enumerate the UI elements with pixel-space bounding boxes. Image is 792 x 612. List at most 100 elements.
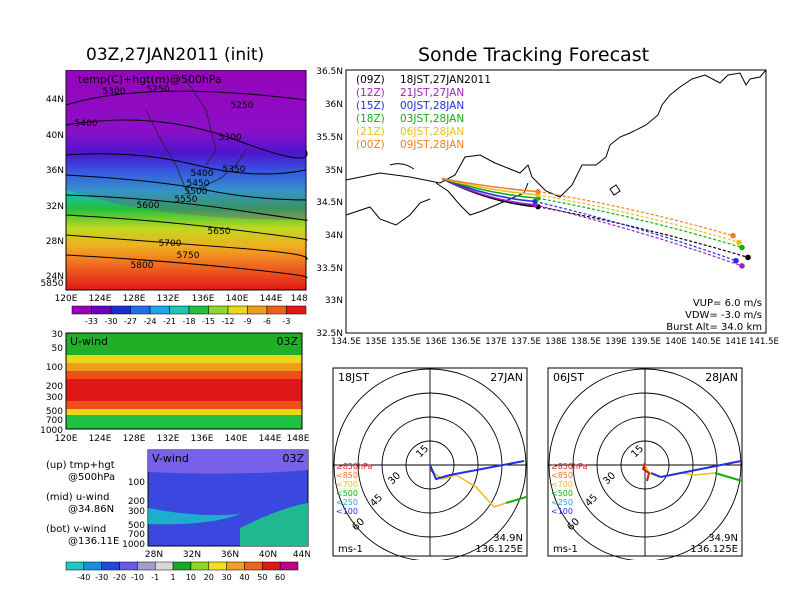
lat-tick: 36N [46,166,64,176]
colorbar-swatch [279,561,299,571]
colorbar-swatch [266,305,287,315]
hodo-date: 27JAN [490,371,523,384]
temp-height-map: 5300 5250 5250 5400 5300 5350 5400 5450 … [41,70,308,326]
colorbar-swatch [208,305,229,315]
colorbar-swatch [83,561,102,571]
lat-tick: 33N [325,296,343,306]
param-burst: Burst Alt= 34.0 km [666,322,762,333]
map-label: temp(C)+hgt(m)@500hPa [78,73,222,86]
colorbar-label: -30 [95,573,108,582]
colorbar-label: 1 [171,573,176,582]
lon-tick: 139E [605,337,627,347]
legend-entry: 18JST,27JAN2011 [400,74,491,86]
hodo-time: 18JST [338,371,369,384]
u-ytick: 300 [46,393,63,403]
contour-label: 5350 [223,165,246,175]
descent-track [537,194,740,243]
u-ytick: 100 [46,363,63,373]
contour-label: 5750 [177,251,200,261]
wind-colorbar: -40 -30 -20 -10 -1 1 10 20 30 40 50 60 [65,561,299,582]
v-wind-label: V-wind [152,452,189,465]
lon-tick: 148E [291,294,308,304]
lat-tick: 32.5N [316,329,343,339]
lon-tick: 135.5E [391,337,421,347]
colorbar-swatch [247,305,268,315]
u-xtick: 144E [259,434,282,444]
colorbar-swatch [208,561,227,571]
colorbar-label: -10 [131,573,144,582]
descent-track [534,200,737,262]
level-label: ≥850hPa [551,462,588,471]
hodo-lon: 136.125E [690,544,738,555]
lat-tick: 40N [46,131,64,141]
hodo-lat: 34.9N [493,533,523,544]
contour-label: 5650 [208,227,231,237]
v-ytick: 500 [128,521,145,531]
colorbar-swatch [65,561,85,571]
lon-tick: 120E [55,294,78,304]
lon-tick: 135E [365,337,387,347]
lat-tick: 35N [325,166,343,176]
lat-tick: 36N [325,100,343,110]
hodograph-1: 15 30 45 60 18JST 27JAN ≥850hPa <850 <70… [332,367,528,560]
lon-tick: 138.5E [571,337,601,347]
landing-point [745,254,751,261]
contour-label: 5500 [185,187,208,197]
u-xtick: 120E [55,434,78,444]
lat-tick: 44N [46,95,64,105]
lon-tick: 140E [226,294,249,304]
note: (mid) u-wind [46,492,110,503]
colorbar-label: -3 [283,317,291,326]
lat-tick: 34N [325,231,343,241]
u-xtick: 136E [191,434,214,444]
colorbar-label: 50 [257,573,267,582]
lon-tick: 141.5E [749,337,779,347]
colorbar-label: -20 [113,573,126,582]
legend-code: (21Z) [356,126,385,138]
track-map: 36.5N 36N 35.5N 35N 34.5N 34N 33.5N 33N … [316,67,779,347]
colorbar-swatch [119,561,138,571]
level-label: <700 [336,480,358,489]
v-ytick: 1000 [122,540,145,550]
u-wind-time: 03Z [276,335,298,348]
colorbar-label: -12 [221,317,234,326]
colorbar-swatch [190,561,210,571]
lon-tick: 128E [123,294,146,304]
contour-label: 5800 [131,261,154,271]
hodo-unit: ms-1 [338,544,363,555]
v-xtick: 28N [145,550,163,560]
legend-entry: 21JST,27JAN [400,87,464,99]
legend-code: (00Z) [356,139,385,151]
colorbar-label: 20 [204,573,214,582]
v-ytick: 700 [128,530,145,540]
lat-tick: 33.5N [316,264,343,274]
colorbar-label: -18 [182,317,195,326]
colorbar-label: -40 [77,573,90,582]
left-title: 03Z,27JAN2011 (init) [86,45,265,65]
panel-notes: (up) tmp+hgt @500hPa (mid) u-wind @34.86… [46,460,119,548]
v-wind-time: 03Z [282,452,304,465]
param-vdw: VDW= -3.0 m/s [685,310,762,321]
level-label: ≥850hPa [336,462,373,471]
note: @136.11E [68,536,120,547]
colorbar-swatch [149,305,170,315]
descent-track [537,197,743,249]
contour-label: 5400 [191,169,214,179]
colorbar-swatch [169,305,190,315]
colorbar-label: -24 [143,317,156,326]
lon-tick: 141E [725,337,747,347]
level-label: <250 [551,498,573,507]
colorbar-label: -1 [151,573,159,582]
note: @500hPa [68,472,116,483]
landing-point [730,232,736,239]
u-ytick: 1000 [40,426,63,436]
u-ytick: 30 [52,330,64,340]
u-xtick: 140E [225,434,248,444]
lon-tick: 140.5E [691,337,721,347]
lat-tick: 36.5N [316,67,343,77]
temp-colorbar: -33 -30 -27 -24 -21 -18 -15 -12 -9 -6 -3 [71,305,307,326]
lon-tick: 136E [425,337,447,347]
contour-label: 5550 [175,195,198,205]
colorbar-label: 40 [239,573,249,582]
colorbar-label: -21 [163,317,176,326]
